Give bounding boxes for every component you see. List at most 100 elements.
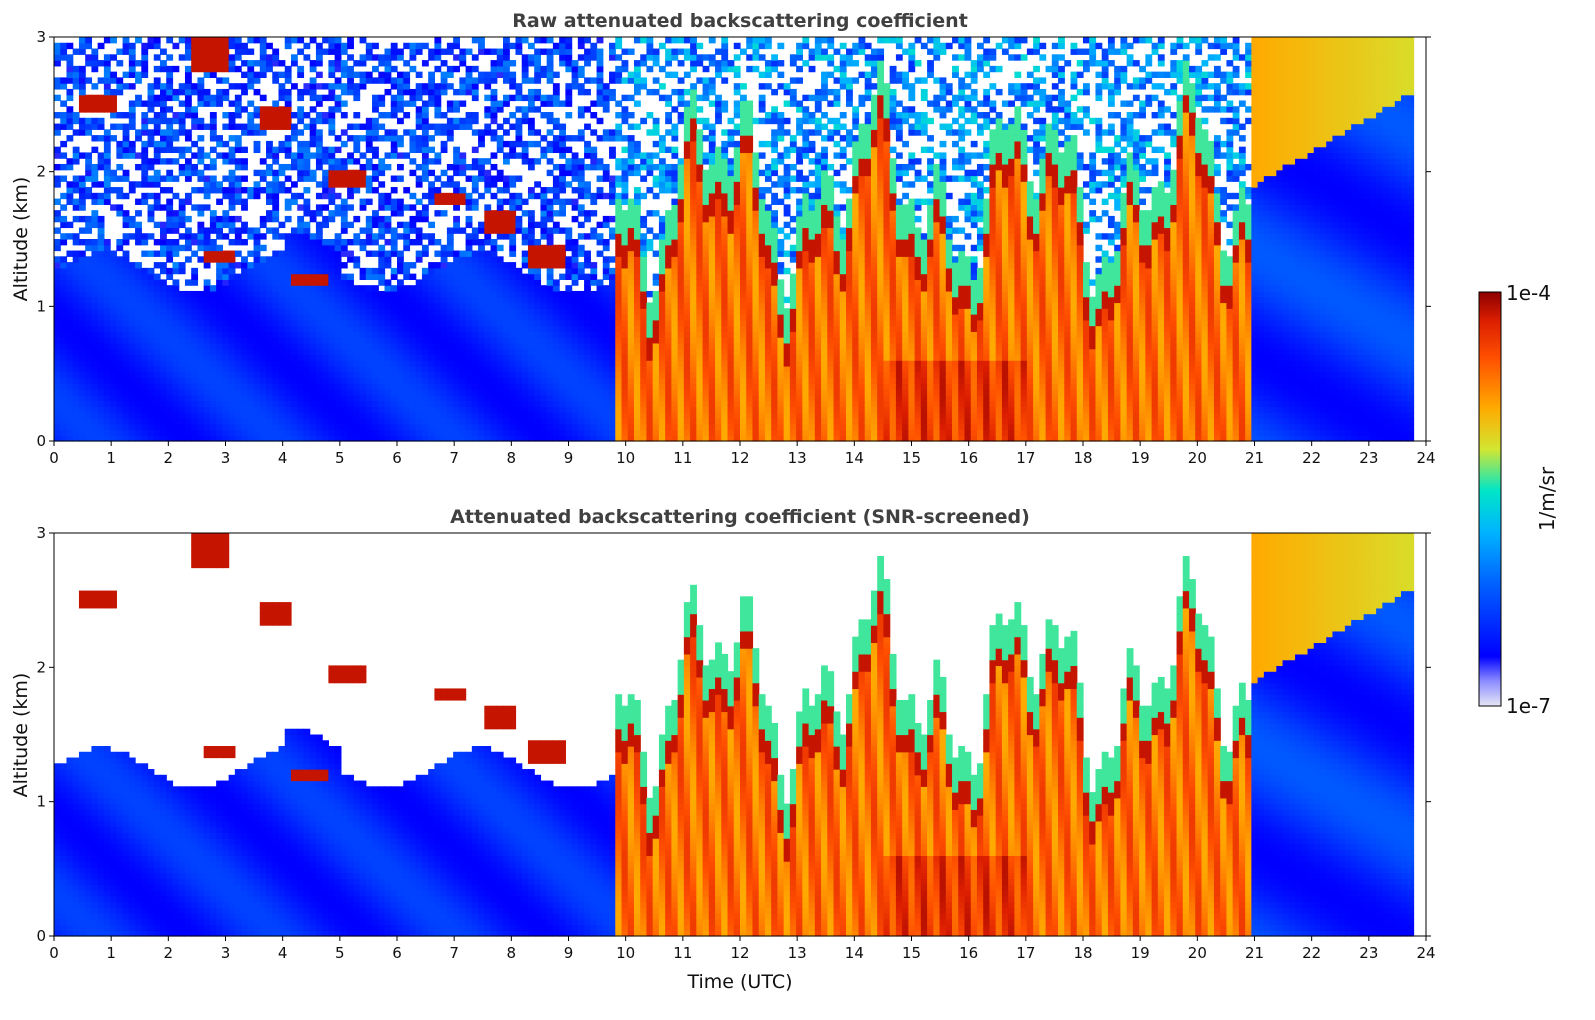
heatmap-cell — [353, 239, 361, 246]
heatmap-cell — [259, 296, 267, 304]
heatmap-cell — [278, 354, 286, 361]
heatmap-cell — [347, 221, 354, 229]
heatmap-cell — [290, 383, 298, 390]
heatmap-cell — [66, 221, 74, 229]
heatmap-cell — [228, 314, 236, 321]
heatmap-cell — [166, 169, 174, 177]
heatmap-cell — [577, 262, 585, 269]
heatmap-cell — [147, 100, 155, 107]
heatmap-cell — [247, 65, 255, 73]
heatmap-cell — [540, 65, 548, 73]
heatmap-cell — [297, 406, 305, 413]
heatmap-cell — [103, 192, 111, 200]
heatmap-cell — [590, 435, 598, 442]
heatmap-cell — [565, 406, 573, 413]
heatmap-cell — [353, 337, 361, 344]
heatmap-cell — [216, 314, 223, 321]
heatmap-cell — [241, 429, 248, 436]
heatmap-cell — [397, 135, 404, 142]
heatmap-cell — [253, 262, 261, 269]
heatmap-cell — [309, 435, 317, 442]
heatmap-cell — [103, 198, 111, 205]
heatmap-cell — [54, 406, 61, 413]
heatmap-cell — [353, 262, 361, 269]
heatmap-cell — [428, 389, 436, 396]
heatmap-cell — [602, 371, 610, 379]
heatmap-cell — [197, 146, 205, 154]
heatmap-cell — [278, 325, 286, 332]
heatmap-cell — [484, 342, 492, 350]
heatmap-cell — [172, 406, 180, 413]
heatmap-cell — [384, 129, 392, 136]
heatmap-cell — [303, 158, 311, 165]
heatmap-cell — [621, 181, 629, 188]
heatmap-cell — [222, 354, 230, 361]
heatmap-cell — [409, 394, 417, 402]
heatmap-cell — [390, 429, 398, 436]
heatmap-cell — [228, 65, 236, 73]
heatmap-cell — [234, 308, 242, 315]
heatmap-cell — [160, 117, 167, 125]
heatmap-cell — [353, 285, 361, 292]
heatmap-cell — [397, 296, 404, 304]
heatmap-cell — [571, 314, 579, 321]
heatmap-cell — [633, 423, 641, 431]
heatmap-cell — [627, 394, 635, 402]
heatmap-cell — [284, 88, 292, 96]
heatmap-cell — [309, 175, 317, 182]
heatmap-cell — [428, 192, 436, 200]
heatmap-cell — [353, 215, 361, 223]
heatmap-cell — [272, 429, 280, 436]
heatmap-cell — [322, 342, 329, 350]
heatmap-cell — [571, 371, 579, 379]
heatmap-cell — [415, 175, 423, 182]
heatmap-cell — [160, 331, 167, 338]
heatmap-cell — [228, 406, 236, 413]
heatmap-cell — [403, 71, 411, 78]
heatmap-cell — [54, 383, 61, 390]
heatmap-cell — [222, 88, 230, 96]
heatmap-cell — [552, 117, 560, 125]
heatmap-cell — [128, 187, 136, 194]
heatmap-cell — [490, 319, 498, 327]
heatmap-cell — [253, 429, 261, 436]
heatmap-cell — [390, 285, 398, 292]
heatmap-cell — [334, 267, 342, 275]
heatmap-cell — [197, 412, 205, 419]
heatmap-cell — [503, 371, 510, 379]
heatmap-cell — [328, 417, 336, 425]
heatmap-cell — [365, 394, 373, 402]
heatmap-cell — [216, 302, 223, 309]
heatmap-cell — [272, 215, 280, 223]
heatmap-cell — [596, 371, 604, 379]
heatmap-cell — [97, 377, 105, 384]
heatmap-cell — [72, 146, 80, 154]
heatmap-cell — [128, 302, 136, 309]
heatmap-cell — [484, 389, 492, 396]
heatmap-cell — [234, 37, 242, 44]
heatmap-cell — [284, 302, 292, 309]
heatmap-cell — [484, 279, 492, 286]
heatmap-cell — [209, 227, 217, 234]
heatmap-cell — [559, 435, 566, 442]
heatmap-cell — [359, 227, 367, 234]
heatmap-cell — [615, 319, 623, 327]
heatmap-cell — [546, 239, 554, 246]
heatmap-cell — [303, 163, 311, 171]
heatmap-cell — [478, 290, 485, 298]
heatmap-cell — [166, 187, 174, 194]
heatmap-cell — [421, 233, 429, 240]
heatmap-cell — [66, 400, 74, 407]
heatmap-cell — [471, 163, 479, 171]
heatmap-cell — [365, 77, 373, 84]
heatmap-cell — [272, 158, 280, 165]
heatmap-cell — [615, 371, 623, 379]
heatmap-cell — [496, 308, 504, 315]
heatmap-cell — [490, 406, 498, 413]
heatmap-cell — [503, 262, 510, 269]
heatmap-cell — [478, 314, 485, 321]
heatmap-cell — [440, 250, 448, 257]
heatmap-cell — [340, 377, 348, 384]
heatmap-cell — [160, 314, 167, 321]
heatmap-cell — [340, 435, 348, 442]
